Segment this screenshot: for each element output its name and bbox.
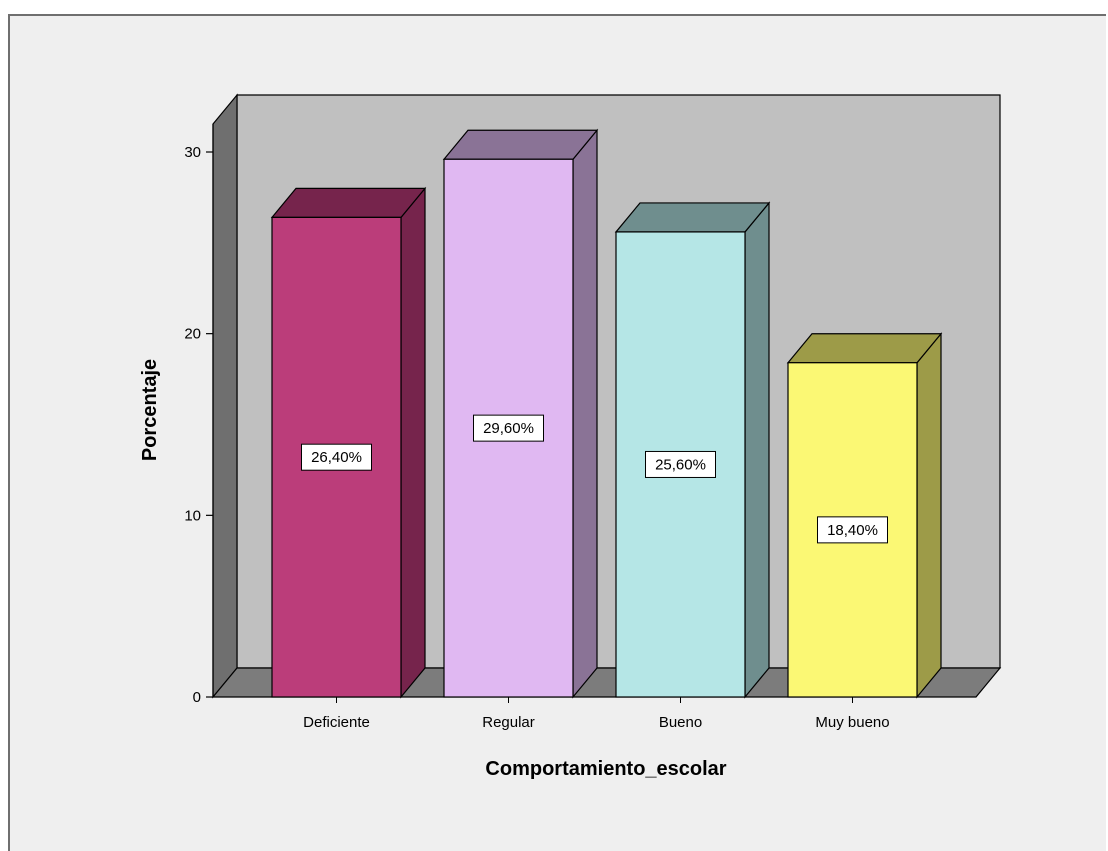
x-tick-label: Deficiente: [303, 714, 370, 731]
bar-side-face: [572, 128, 598, 699]
bar: 18,40%: [786, 332, 943, 699]
data-label: 25,60%: [655, 456, 706, 473]
bars-group: 26,40% 29,60% 25,60% 18,40%: [270, 128, 943, 699]
data-label-box: [473, 414, 544, 442]
x-tick-label: Regular: [482, 714, 535, 731]
bar: 26,40%: [270, 186, 427, 699]
bar-side-face: [916, 332, 942, 699]
y-tick-label: 0: [193, 689, 201, 706]
data-label-box: [817, 516, 888, 544]
y-tick-label: 10: [184, 507, 201, 524]
data-label: 29,60%: [483, 420, 534, 437]
bar-top-face: [270, 187, 427, 218]
y-tick-label: 20: [184, 326, 201, 343]
y-tick-label: 30: [184, 144, 201, 161]
x-axis-title: Comportamiento_escolar: [485, 758, 726, 780]
x-axis-tick-labels: Deficiente Regular Bueno Muy bueno: [303, 697, 890, 731]
bar: 25,60%: [614, 201, 771, 699]
data-label-box: [301, 443, 372, 471]
bar: 29,60%: [442, 128, 599, 699]
bar-side-face: [744, 201, 770, 699]
x-tick-label: Muy bueno: [815, 714, 889, 731]
plot-side-wall: [212, 93, 238, 699]
data-label-box: [645, 450, 716, 478]
x-tick-label: Bueno: [659, 714, 702, 731]
bar-top-face: [786, 333, 943, 364]
bar-top-face: [614, 202, 771, 233]
y-axis-ticks: 0 10 20 30: [184, 144, 213, 706]
data-label: 18,40%: [827, 522, 878, 539]
data-label: 26,40%: [311, 449, 362, 466]
bar-top-face: [442, 129, 599, 160]
y-axis-title: Porcentaje: [139, 359, 161, 461]
bar-side-face: [400, 186, 426, 699]
